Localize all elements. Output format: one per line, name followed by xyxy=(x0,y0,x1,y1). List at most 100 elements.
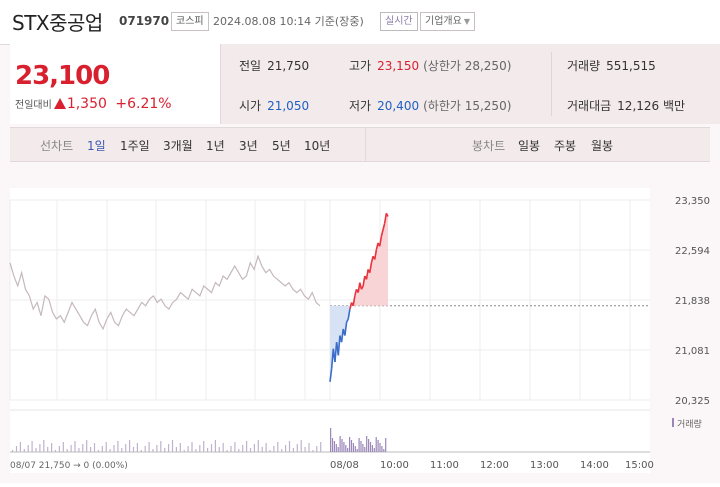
volume-bar xyxy=(171,440,174,452)
volume-bar xyxy=(187,446,189,452)
volume-bar xyxy=(168,444,170,452)
volume-bar xyxy=(19,442,21,452)
volume-bar xyxy=(140,450,142,452)
tab-5y[interactable]: 5년 xyxy=(272,139,291,153)
down-segment xyxy=(329,368,333,382)
volume-bar xyxy=(164,448,166,452)
down-segment xyxy=(347,308,351,320)
stat-high: 고가 23,150 (상한가 28,250) xyxy=(349,57,511,74)
volume-bar xyxy=(160,441,162,452)
volume-bar xyxy=(253,444,255,452)
volume-bar xyxy=(113,445,115,452)
tab-10y[interactable]: 10년 xyxy=(304,139,331,153)
volume-bar xyxy=(373,448,375,452)
tab-1d[interactable]: 1일 xyxy=(87,139,106,153)
volume-bar xyxy=(78,448,80,452)
up-segment xyxy=(352,295,356,306)
up-segment xyxy=(378,236,383,247)
tab-weekly-candle[interactable]: 주봉 xyxy=(554,139,577,153)
stat-low: 저가 20,400 (하한가 15,250) xyxy=(349,97,511,114)
x-tick-label: 10:00 xyxy=(380,460,409,471)
stock-code: 071970 xyxy=(119,14,170,28)
volume-bar xyxy=(82,444,84,452)
y-tick-label: 21,838 xyxy=(675,296,710,307)
volume-bar xyxy=(74,441,76,452)
y-tick-label: 23,350 xyxy=(675,196,710,207)
volume-bar xyxy=(343,442,345,452)
volume-bar xyxy=(12,450,14,452)
volume-bar xyxy=(195,449,197,452)
market-badge: 코스피 xyxy=(171,12,209,31)
stat-label: 시가 xyxy=(239,99,262,113)
volume-bar xyxy=(364,447,366,452)
volume-bar xyxy=(371,445,373,452)
volume-bar xyxy=(308,443,310,452)
volume-bar xyxy=(31,441,33,452)
stat-prev-close: 전일 21,750 xyxy=(239,57,309,74)
volume-bar xyxy=(156,445,158,452)
volume-bar xyxy=(381,446,383,452)
y-tick-label: 20,325 xyxy=(675,396,710,407)
tab-daily-candle[interactable]: 일봉 xyxy=(518,139,541,153)
down-area xyxy=(330,305,354,382)
volume-bar xyxy=(333,441,335,452)
current-price: 23,100 xyxy=(15,61,110,91)
volume-bar xyxy=(347,448,349,452)
x-tick-label: 14:00 xyxy=(580,460,609,471)
change-value: 1,350 xyxy=(66,96,107,112)
stat-open: 시가 21,050 xyxy=(239,97,309,114)
stat-label: 저가 xyxy=(349,99,372,113)
volume-bar xyxy=(383,449,385,452)
x-tick-label: 11:00 xyxy=(430,460,459,471)
stat-label: 고가 xyxy=(349,59,372,73)
volume-bar xyxy=(214,440,216,452)
stock-name[interactable]: STX중공업 xyxy=(12,11,103,35)
volume-bar xyxy=(316,446,318,452)
volume-bar xyxy=(39,444,41,452)
up-area xyxy=(351,213,388,306)
stat-value: 551,515 xyxy=(606,59,656,73)
volume-bar xyxy=(230,446,232,452)
volume-bar xyxy=(337,447,339,452)
volume-bar xyxy=(285,445,287,452)
tab-1y[interactable]: 1년 xyxy=(206,139,225,153)
realtime-button[interactable]: 실시간 xyxy=(380,12,418,31)
volume-bar xyxy=(320,442,322,452)
volume-bar xyxy=(335,444,337,452)
volume-bar xyxy=(199,445,201,452)
volume-bar xyxy=(339,436,341,452)
tab-1w[interactable]: 1주일 xyxy=(120,139,150,153)
up-triangle-icon xyxy=(53,98,66,109)
volume-bar xyxy=(277,442,279,452)
volume-bar xyxy=(273,446,275,452)
volume-bar xyxy=(226,450,228,452)
volume-bar xyxy=(191,442,193,452)
intraday-chart[interactable]: 23,350 22,594 21,838 21,081 20,325 거래량 08/08 10… xyxy=(0,180,720,483)
tab-monthly-candle[interactable]: 월봉 xyxy=(591,139,614,153)
volume-bar xyxy=(125,444,127,452)
tab-3y[interactable]: 3년 xyxy=(239,139,258,153)
stat-label: 거래량 xyxy=(567,59,601,73)
tab-3m[interactable]: 3개월 xyxy=(163,139,193,153)
price-change: 전일대비 1,350 +6.21% xyxy=(15,96,172,112)
volume-bar xyxy=(93,443,96,452)
volume-bar xyxy=(175,447,177,452)
chart-svg: 23,350 22,594 21,838 21,081 20,325 거래량 08/08 10… xyxy=(9,188,710,473)
company-overview-button[interactable]: 기업개요 ▼ xyxy=(420,12,475,31)
footer-info: 08/07 21,750 → 0 (0.00%) xyxy=(10,461,128,471)
volume-bar xyxy=(356,449,358,452)
volume-legend-swatch xyxy=(672,418,674,427)
header: STX중공업 071970 코스피 2024.08.08 10:14 기준(장중… xyxy=(0,0,720,45)
up-segment xyxy=(382,222,386,230)
timestamp: 2024.08.08 10:14 기준(장중) xyxy=(213,15,364,28)
up-segment xyxy=(373,249,378,260)
volume-bar xyxy=(292,448,294,452)
volume-bar xyxy=(288,441,291,452)
y-tick-label: 22,594 xyxy=(675,246,710,257)
volume-bar xyxy=(27,445,29,452)
stat-label: 전일 xyxy=(239,59,262,73)
volume-bar xyxy=(257,440,259,452)
volume-bar xyxy=(152,449,154,452)
volume-bar xyxy=(234,442,236,452)
stat-value: 21,050 xyxy=(267,99,310,113)
